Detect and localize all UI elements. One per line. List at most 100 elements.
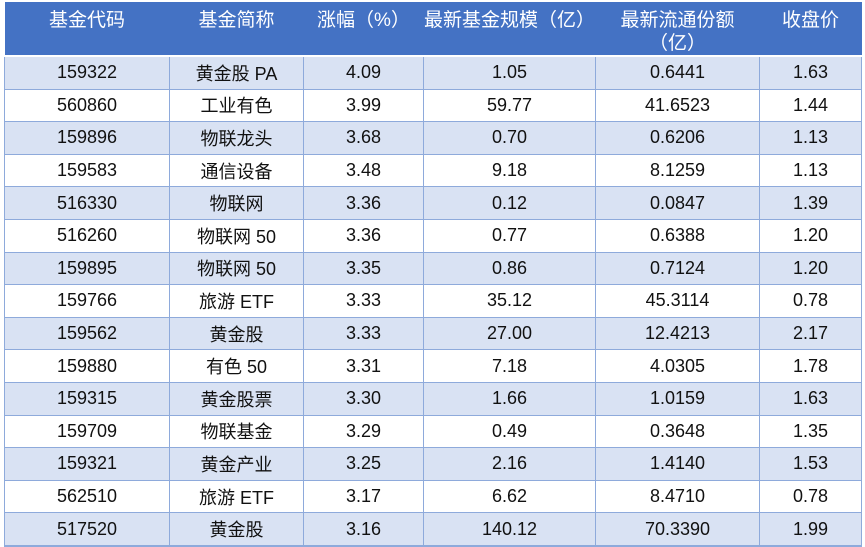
cell-fund-size: 0.49 [423,415,596,449]
table-row: 560860 工业有色 3.99 59.77 41.6523 1.44 [4,89,862,123]
cell-fund-code: 159880 [4,349,170,383]
cell-close-price: 1.44 [759,89,862,123]
column-header-circulating-shares-line2: （亿） [648,33,706,54]
cell-change-pct: 3.35 [303,252,424,286]
cell-change-pct: 3.33 [303,284,424,318]
cell-fund-name: 黄金股票 [169,382,304,416]
table-row: 159895 物联网 50 3.35 0.86 0.7124 1.20 [4,252,862,286]
cell-circulating-shares: 0.6388 [595,219,760,253]
cell-fund-size: 9.18 [423,154,596,188]
cell-fund-code: 517520 [4,512,170,547]
cell-fund-code: 159321 [4,447,170,481]
column-header-circulating-shares: 最新流通份额 （亿） [595,2,760,57]
cell-circulating-shares: 1.4140 [595,447,760,481]
cell-close-price: 1.53 [759,447,862,481]
cell-circulating-shares: 0.0847 [595,186,760,220]
cell-fund-code: 159709 [4,415,170,449]
table-row: 517520 黄金股 3.16 140.12 70.3390 1.99 [4,512,862,547]
cell-fund-name: 物联网 50 [169,252,304,286]
column-header-fund-name: 基金简称 [169,2,304,57]
cell-fund-code: 159562 [4,317,170,351]
cell-close-price: 1.13 [759,121,862,155]
cell-fund-name: 物联网 [169,186,304,220]
cell-change-pct: 3.17 [303,480,424,514]
table-row: 516260 物联网 50 3.36 0.77 0.6388 1.20 [4,219,862,253]
cell-fund-name: 物联基金 [169,415,304,449]
table-row: 159562 黄金股 3.33 27.00 12.4213 2.17 [4,317,862,351]
cell-fund-size: 1.05 [423,56,596,90]
cell-close-price: 1.20 [759,252,862,286]
cell-circulating-shares: 4.0305 [595,349,760,383]
cell-circulating-shares: 0.7124 [595,252,760,286]
cell-fund-size: 0.77 [423,219,596,253]
cell-close-price: 1.13 [759,154,862,188]
cell-fund-name: 有色 50 [169,349,304,383]
cell-close-price: 1.78 [759,349,862,383]
cell-fund-code: 560860 [4,89,170,123]
cell-close-price: 0.78 [759,480,862,514]
table-row: 516330 物联网 3.36 0.12 0.0847 1.39 [4,186,862,220]
fund-table: 基金代码 基金简称 涨幅（%） 最新基金规模（亿） 最新流通份额 （亿） 收盘价… [4,2,862,547]
column-header-fund-code: 基金代码 [4,2,170,57]
cell-close-price: 1.35 [759,415,862,449]
table-row: 159709 物联基金 3.29 0.49 0.3648 1.35 [4,415,862,449]
column-header-close-price: 收盘价 [759,2,862,57]
table-row: 159315 黄金股票 3.30 1.66 1.0159 1.63 [4,382,862,416]
cell-change-pct: 3.68 [303,121,424,155]
table-row: 159896 物联龙头 3.68 0.70 0.6206 1.13 [4,121,862,155]
column-header-circulating-shares-line1: 最新流通份额 [620,10,735,31]
cell-change-pct: 3.36 [303,219,424,253]
cell-change-pct: 4.09 [303,56,424,90]
cell-change-pct: 3.36 [303,186,424,220]
table-row: 562510 旅游 ETF 3.17 6.62 8.4710 0.78 [4,480,862,514]
table-row: 159880 有色 50 3.31 7.18 4.0305 1.78 [4,349,862,383]
cell-change-pct: 3.30 [303,382,424,416]
cell-change-pct: 3.99 [303,89,424,123]
cell-fund-size: 6.62 [423,480,596,514]
cell-change-pct: 3.29 [303,415,424,449]
cell-change-pct: 3.48 [303,154,424,188]
cell-circulating-shares: 8.1259 [595,154,760,188]
cell-fund-size: 2.16 [423,447,596,481]
cell-close-price: 1.99 [759,512,862,547]
cell-circulating-shares: 41.6523 [595,89,760,123]
table-body: 159322 黄金股 PA 4.09 1.05 0.6441 1.63 560860 工业有色… [4,56,862,547]
cell-fund-code: 159766 [4,284,170,318]
cell-fund-name: 工业有色 [169,89,304,123]
cell-fund-size: 1.66 [423,382,596,416]
cell-change-pct: 3.33 [303,317,424,351]
cell-fund-code: 159895 [4,252,170,286]
cell-fund-size: 0.70 [423,121,596,155]
cell-fund-size: 35.12 [423,284,596,318]
cell-fund-code: 159896 [4,121,170,155]
cell-circulating-shares: 12.4213 [595,317,760,351]
cell-close-price: 0.78 [759,284,862,318]
table-row: 159583 通信设备 3.48 9.18 8.1259 1.13 [4,154,862,188]
cell-fund-code: 516260 [4,219,170,253]
table-row: 159321 黄金产业 3.25 2.16 1.4140 1.53 [4,447,862,481]
cell-fund-name: 黄金股 [169,317,304,351]
cell-fund-name: 黄金股 PA [169,56,304,90]
cell-fund-size: 0.12 [423,186,596,220]
cell-fund-code: 159315 [4,382,170,416]
cell-circulating-shares: 0.3648 [595,415,760,449]
cell-fund-size: 140.12 [423,512,596,547]
cell-fund-code: 159583 [4,154,170,188]
cell-circulating-shares: 8.4710 [595,480,760,514]
cell-fund-code: 562510 [4,480,170,514]
column-header-fund-size: 最新基金规模（亿） [423,2,596,57]
cell-fund-code: 516330 [4,186,170,220]
cell-change-pct: 3.16 [303,512,424,547]
cell-close-price: 1.20 [759,219,862,253]
cell-fund-name: 黄金股 [169,512,304,547]
cell-fund-name: 物联龙头 [169,121,304,155]
cell-fund-size: 0.86 [423,252,596,286]
cell-close-price: 1.63 [759,382,862,416]
cell-circulating-shares: 1.0159 [595,382,760,416]
cell-fund-name: 通信设备 [169,154,304,188]
cell-change-pct: 3.31 [303,349,424,383]
cell-fund-size: 27.00 [423,317,596,351]
table-row: 159766 旅游 ETF 3.33 35.12 45.3114 0.78 [4,284,862,318]
cell-fund-size: 59.77 [423,89,596,123]
